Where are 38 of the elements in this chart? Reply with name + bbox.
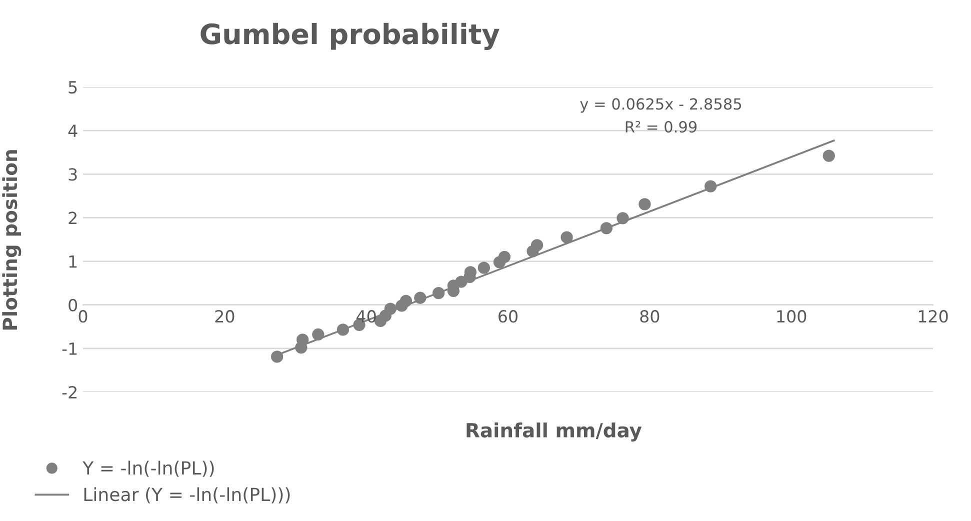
legend-label: Linear (Y = -ln(-ln(PL))) [84, 487, 290, 504]
x-tick-label: 100 [777, 310, 806, 323]
chart-title: Gumbel probability [200, 22, 500, 50]
point [336, 324, 350, 336]
y-tick-label: 3 [68, 168, 77, 181]
y-tick-label: 1 [69, 255, 77, 268]
y-axis-title: Plotting position [2, 150, 22, 330]
point [271, 350, 284, 363]
point [530, 239, 544, 252]
y-tick-label: 5 [68, 81, 77, 94]
y-tick-label: 4 [68, 124, 78, 137]
x-tick-label: 0 [78, 310, 88, 323]
annotation: R² = 0.99 [626, 121, 697, 133]
x-tick-label: 20 [215, 310, 234, 323]
x-tick-label: 80 [640, 310, 660, 323]
point [560, 231, 573, 244]
point [638, 198, 651, 210]
point [498, 250, 511, 264]
point [312, 328, 324, 341]
y-tick-label: -2 [62, 386, 76, 398]
point [822, 150, 835, 162]
point [384, 302, 396, 315]
point [600, 222, 613, 234]
point [616, 212, 629, 224]
x-tick-label: 120 [918, 310, 948, 323]
point [400, 294, 412, 308]
y-tick-label: -1 [62, 342, 77, 355]
y-tick-label: 2 [68, 212, 76, 224]
legend-label: Y = -ln(-ln(PL)) [82, 460, 214, 477]
point [478, 262, 490, 274]
x-axis-title: Rainfall mm/day [466, 422, 642, 442]
point [414, 292, 426, 304]
annotation: y = 0.0625x - 2.8585 [580, 98, 742, 113]
y-tick-label: 0 [68, 298, 78, 312]
x-tick-label: 60 [498, 310, 518, 323]
point [704, 180, 717, 192]
point [432, 287, 445, 300]
point [455, 276, 468, 288]
